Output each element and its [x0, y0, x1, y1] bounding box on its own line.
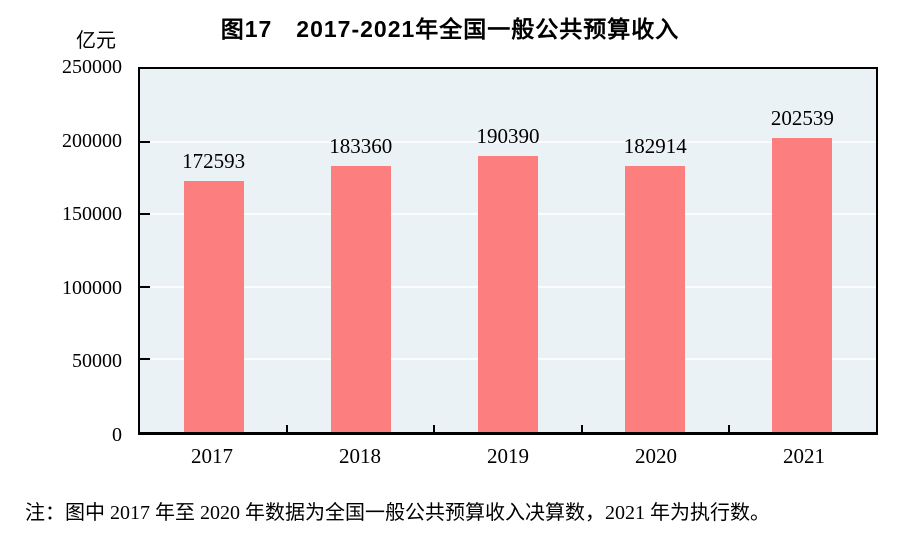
bar-2017	[183, 181, 244, 432]
x-tick-mark-1	[286, 425, 289, 432]
y-tick-mark-200000	[140, 140, 150, 143]
y-axis-unit-label: 亿元	[76, 30, 116, 52]
bar-2018	[330, 165, 391, 432]
bar-value-label-2021: 202539	[770, 105, 834, 130]
bar-2020	[625, 166, 686, 432]
y-tick-mark-150000	[140, 213, 150, 216]
plot-area: 172593 183360 190390 182914 202539	[138, 67, 878, 435]
bar-value-label-2017: 172593	[182, 149, 246, 174]
chart-title: 图17 2017-2021年全国一般公共预算收入	[220, 16, 680, 42]
gridline-200000	[140, 140, 876, 143]
y-tick-label-100000: 100000	[62, 276, 122, 299]
y-tick-label-50000: 50000	[72, 350, 122, 373]
bar-2021	[772, 137, 833, 432]
y-tick-mark-100000	[140, 285, 150, 288]
x-tick-label-2018: 2018	[339, 444, 381, 468]
y-tick-label-200000: 200000	[62, 129, 122, 152]
footnote: 注：图中 2017 年至 2020 年数据为全国一般公共预算收入决算数，2021…	[25, 502, 770, 524]
y-tick-label-150000: 150000	[62, 203, 122, 226]
x-tick-mark-4	[727, 425, 730, 432]
y-tick-label-0: 0	[112, 424, 122, 446]
x-tick-label-2020: 2020	[635, 444, 677, 468]
bar-value-label-2019: 190390	[476, 123, 540, 148]
x-tick-label-2021: 2021	[783, 444, 825, 468]
x-tick-label-2017: 2017	[191, 444, 233, 468]
bar-2019	[478, 155, 538, 432]
y-tick-label-250000: 250000	[62, 56, 122, 78]
y-tick-mark-50000	[140, 358, 150, 361]
x-tick-label-2019: 2019	[487, 444, 529, 468]
x-tick-mark-2	[433, 425, 436, 432]
bar-value-label-2018: 183360	[329, 133, 393, 158]
y-axis: 0 50000 100000 150000 200000 250000	[28, 56, 122, 446]
x-axis: 2017 2018 2019 2020 2021	[138, 444, 878, 470]
x-tick-mark-3	[580, 425, 583, 432]
bar-value-label-2020: 182914	[623, 134, 687, 159]
